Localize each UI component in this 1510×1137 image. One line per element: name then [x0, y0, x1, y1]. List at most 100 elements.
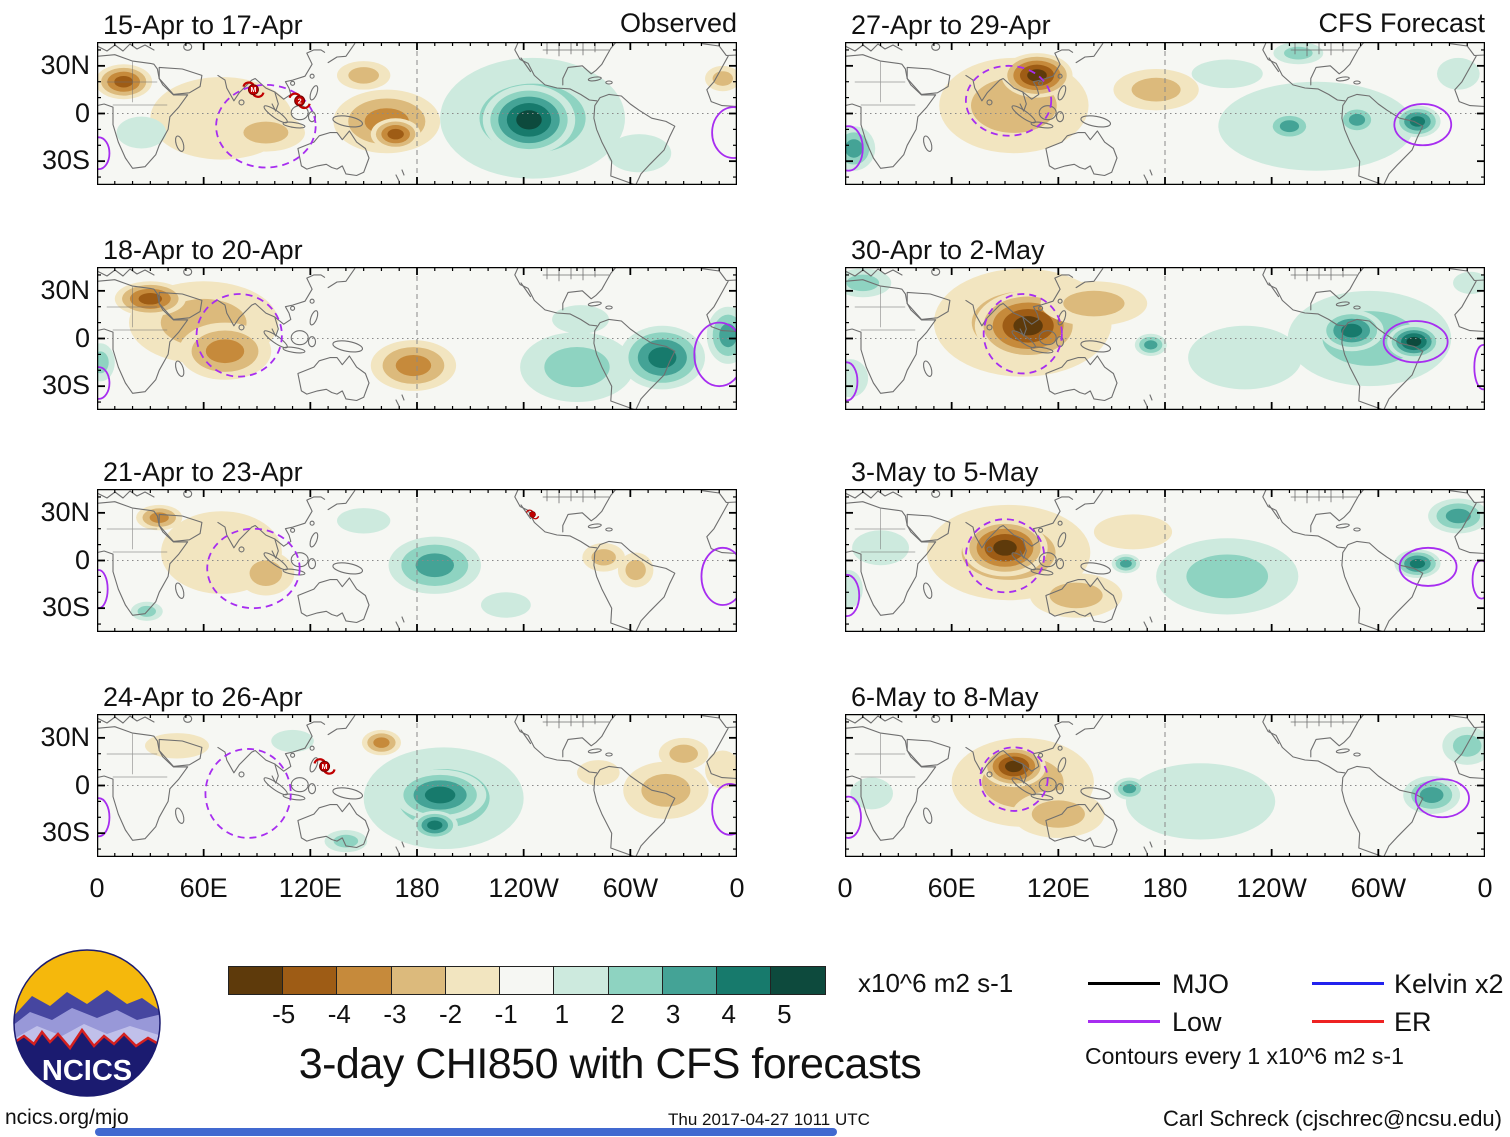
grid-lines	[845, 714, 1485, 857]
y-axis-label: 30N	[40, 496, 90, 527]
panel-period-title: 24-Apr to 26-Apr	[103, 682, 303, 712]
panel-period-title: 6-May to 8-May	[851, 682, 1039, 712]
y-axis-label: 0	[74, 322, 90, 353]
cyclone-marker: 2	[288, 92, 311, 110]
purple-contours	[845, 746, 1470, 839]
colorbar-cell	[607, 966, 664, 995]
logo-text: NCICS	[42, 1055, 132, 1087]
footer-url: ncics.org/mjo	[5, 1106, 129, 1129]
grid-lines	[97, 267, 737, 410]
map-panel-27-apr-to-29-apr	[845, 42, 1485, 185]
x-axis-label: 180	[394, 873, 440, 903]
colorbar-cell	[553, 966, 610, 995]
colorbar-cell	[499, 966, 555, 995]
map-panel-15-apr-to-17-apr: M2	[97, 42, 737, 185]
grid-lines	[97, 489, 737, 632]
map-panel-24-apr-to-26-apr: M	[97, 714, 737, 857]
colorbar	[228, 966, 826, 996]
y-axis-label: 0	[74, 97, 90, 128]
grid-lines	[97, 714, 737, 857]
colorbar-tick-label: 3	[665, 999, 681, 1029]
purple-contours	[845, 293, 1485, 402]
colorbar-cell	[228, 966, 284, 995]
legend-line-low	[1088, 1020, 1160, 1023]
colorbar-tick-label: 1	[554, 999, 570, 1029]
colorbar-tick-label: 2	[610, 999, 625, 1029]
x-axis-label: 0	[837, 873, 853, 903]
colorbar-cell	[770, 966, 826, 995]
y-axis-label: 30N	[40, 49, 90, 80]
contour-interval-note: Contours every 1 x10^6 m2 s-1	[1085, 1043, 1404, 1069]
purple-contours	[845, 64, 1453, 172]
y-axis-label: 0	[74, 769, 90, 800]
anomaly-fills	[845, 498, 1485, 618]
map-panel-6-may-to-8-may	[845, 714, 1485, 857]
map-panel-3-may-to-5-may	[845, 489, 1485, 632]
figure-title: 3-day CHI850 with CFS forecasts	[298, 1040, 922, 1088]
cyclone-marker	[525, 509, 540, 520]
grid-lines	[845, 267, 1485, 410]
y-axis-label: 30N	[40, 721, 90, 752]
colorbar-tick-label: 4	[721, 999, 736, 1029]
x-axis-label: 60E	[179, 873, 228, 903]
y-axis-label: 30S	[41, 370, 90, 401]
x-axis-label: 60W	[1350, 873, 1407, 903]
x-axis-label: 120W	[1236, 873, 1307, 903]
scrollbar-thumb[interactable]	[95, 1128, 837, 1136]
grid-lines	[845, 42, 1485, 185]
axis-ticks	[97, 714, 737, 857]
panel-period-title: 15-Apr to 17-Apr	[103, 10, 303, 40]
colorbar-cell	[336, 966, 393, 995]
cyclone-marker: M	[242, 81, 265, 98]
colorbar-tick-label: 5	[777, 999, 792, 1029]
legend-label-er: ER	[1394, 1007, 1432, 1037]
map-panel-30-apr-to-2-may	[845, 267, 1485, 410]
panel-period-title: 30-Apr to 2-May	[851, 235, 1045, 265]
x-axis-label: 120E	[278, 873, 342, 903]
purple-contours	[97, 748, 737, 839]
colorbar-cell	[390, 966, 447, 995]
legend-line-er	[1312, 1020, 1384, 1023]
y-axis-label: 30S	[41, 145, 90, 176]
colorbar-tick-label: -4	[327, 999, 351, 1029]
x-axis-label: 0	[729, 873, 745, 903]
colorbar-tick-label: -2	[438, 999, 463, 1029]
panel-period-title: 18-Apr to 20-Apr	[103, 235, 303, 265]
legend-label-kelvin: Kelvin x2	[1394, 969, 1504, 999]
svg-text:M: M	[251, 87, 257, 94]
x-axis-label: 60E	[927, 873, 976, 903]
colorbar-tick-label: -5	[272, 999, 296, 1029]
legend-label-mjo: MJO	[1172, 969, 1229, 999]
anomaly-fills	[97, 281, 737, 403]
anomaly-fills	[144, 729, 737, 853]
x-axis-label: 120E	[1026, 873, 1090, 903]
x-axis-label: 120W	[488, 873, 559, 903]
logo-mountain-ridge	[14, 1027, 160, 1096]
column-header: Observed	[619, 8, 737, 38]
svg-text:2: 2	[298, 98, 302, 105]
y-axis-label: 0	[74, 544, 90, 575]
y-axis-label: 30S	[41, 817, 90, 848]
svg-text:M: M	[322, 764, 328, 771]
footer-timestamp: Thu 2017-04-27 1011 UTC	[668, 1110, 870, 1129]
grid-lines	[845, 489, 1485, 632]
colorbar-tick-label: -1	[494, 999, 518, 1029]
y-axis-label: 30S	[41, 592, 90, 623]
x-axis-label: 180	[1142, 873, 1188, 903]
legend-line-mjo	[1088, 982, 1160, 985]
colorbar-cell	[444, 966, 501, 995]
colorbar-cell	[282, 966, 338, 995]
colorbar-cell	[716, 966, 772, 995]
x-axis-label: 60W	[602, 873, 659, 903]
colorbar-tick-label: -3	[383, 999, 407, 1029]
legend-line-kelvin	[1312, 982, 1384, 985]
panel-period-title: 21-Apr to 23-Apr	[103, 457, 303, 487]
colorbar-cell	[661, 966, 718, 995]
map-panel-18-apr-to-20-apr	[97, 267, 737, 410]
column-header: CFS Forecast	[1318, 8, 1485, 38]
anomaly-fills	[850, 726, 1485, 840]
cyclone-marker: M	[313, 758, 336, 775]
map-panel-21-apr-to-23-apr	[97, 489, 737, 632]
grid-lines	[97, 42, 737, 185]
